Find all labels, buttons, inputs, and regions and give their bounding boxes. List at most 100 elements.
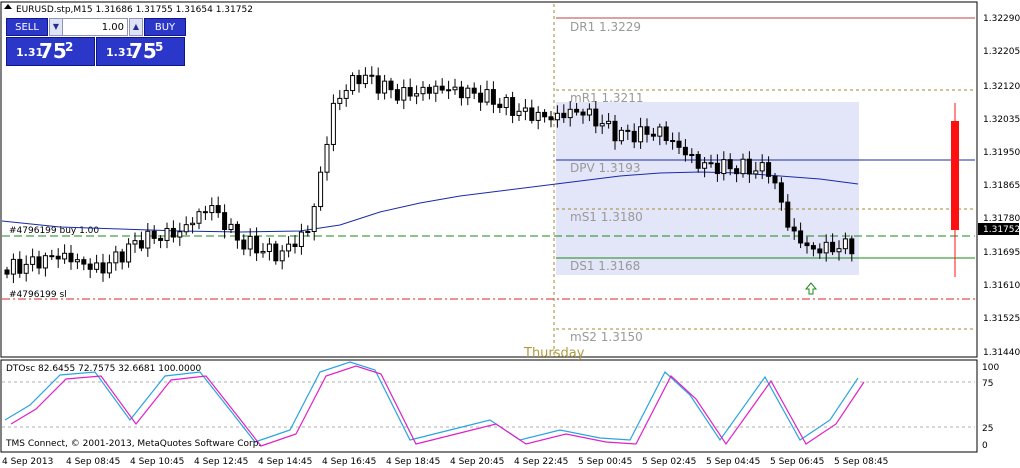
candle-body [414,93,420,97]
candle-body [222,212,228,231]
candle-body [375,75,381,94]
candle-body [74,259,80,263]
candle-body [458,86,464,99]
candle-body [650,133,656,137]
candle-body [798,230,804,244]
current-price-marker [978,223,1019,235]
candle-body [490,89,496,105]
candle-body [183,224,189,233]
candle-body [356,75,362,85]
svg-text:75: 75 [982,379,993,389]
candle-body [324,143,330,173]
candle-body [785,201,791,228]
buy-price-button[interactable]: 1.31 75 5 [96,37,185,66]
svg-text:4 Sep 12:45: 4 Sep 12:45 [194,457,248,467]
candle-body [548,116,554,121]
svg-text:25: 25 [982,424,993,434]
svg-text:1.31780: 1.31780 [983,214,1020,224]
candle-body [49,255,55,258]
candle-body [68,252,74,263]
candle-body [644,126,650,135]
oscillator-frame[interactable] [0,359,978,453]
price-axis: 1.32290 1.32205 1.32120 1.32035 1.31950 … [983,14,1020,358]
candle-body [484,89,490,103]
candle-body [234,223,240,241]
candle-body [625,129,631,132]
candle-body [574,108,580,113]
candle-body [158,237,164,241]
svg-text:4 Sep 10:45: 4 Sep 10:45 [130,457,184,467]
candle-body [298,231,304,247]
one-click-trading-panel: SELL ▼ ▲ BUY 1.31 75 2 1.31 75 5 [6,18,186,66]
candle-body [4,269,10,275]
candle-body [241,239,247,250]
candle-body [247,235,253,250]
candle-body [439,85,445,91]
candle-body [420,86,426,95]
buy-signal-arrow-icon [804,282,818,295]
svg-text:4 Sep 18:45: 4 Sep 18:45 [386,457,440,467]
candle-body [542,111,548,118]
sell-price-button[interactable]: 1.31 75 2 [6,37,95,66]
candle-body [842,238,848,250]
svg-text:5 Sep 00:45: 5 Sep 00:45 [578,457,632,467]
candle-body [734,168,740,175]
lot-decrease-icon[interactable]: ▼ [49,18,63,36]
candle-body [612,120,618,142]
candle-body [510,97,516,116]
candle-body [305,230,311,233]
candle-body [138,240,144,249]
candle-body [740,158,746,175]
candle-body [746,158,752,175]
candle-body [30,256,36,265]
candle-body [503,97,509,109]
candle-body [452,86,458,91]
candle-body [759,162,765,172]
candlesticks [4,66,855,284]
candle-body [778,182,784,203]
pivot-label-dpv: DPV 1.3193 [570,161,641,175]
candle-body [714,162,720,175]
svg-text:1.31865: 1.31865 [983,181,1020,191]
sell-button[interactable]: SELL [6,18,48,36]
candle-body [318,171,324,208]
buy-button[interactable]: BUY [144,18,186,36]
candle-body [606,120,612,125]
candle-body [202,211,208,214]
osc-fast-line [4,361,859,443]
lot-increase-icon[interactable]: ▲ [129,18,143,36]
candle-body [561,112,567,119]
svg-text:4 Sep 20:45: 4 Sep 20:45 [450,457,504,467]
candle-body [497,103,503,109]
symbol-header: EURUSD.stp,M15 1.31686 1.31755 1.31654 1… [16,5,253,15]
candle-body [638,126,644,143]
svg-text:1.32290: 1.32290 [983,14,1020,24]
osc-slow-line [10,365,865,447]
svg-text:5 Sep 02:45: 5 Sep 02:45 [642,457,696,467]
candle-body [721,159,727,175]
pivot-label-mr1: mR1 1.3211 [570,91,643,105]
current-price-label: 1.31752 [983,225,1020,235]
candle-body [36,256,42,269]
candle-body [42,255,48,269]
candle-body [753,170,759,175]
candle-body [362,74,368,85]
candle-body [766,162,772,177]
candle-body [817,248,823,254]
svg-text:4 Sep 16:45: 4 Sep 16:45 [322,457,376,467]
candle-body [81,259,87,265]
candle-body [426,86,432,94]
candle-body [599,123,605,127]
candle-body [164,227,170,241]
candle-body [657,126,663,137]
candle-body [529,107,535,121]
candle-body [151,230,157,239]
osc-axis: 100 75 25 0 [982,363,999,451]
collapse-arrow-icon[interactable] [4,4,12,9]
candle-body [106,262,112,274]
candle-body [382,80,388,94]
svg-text:4 Sep 22:45: 4 Sep 22:45 [514,457,568,467]
lot-size-input[interactable] [62,18,128,36]
red-candle-body [951,121,959,230]
